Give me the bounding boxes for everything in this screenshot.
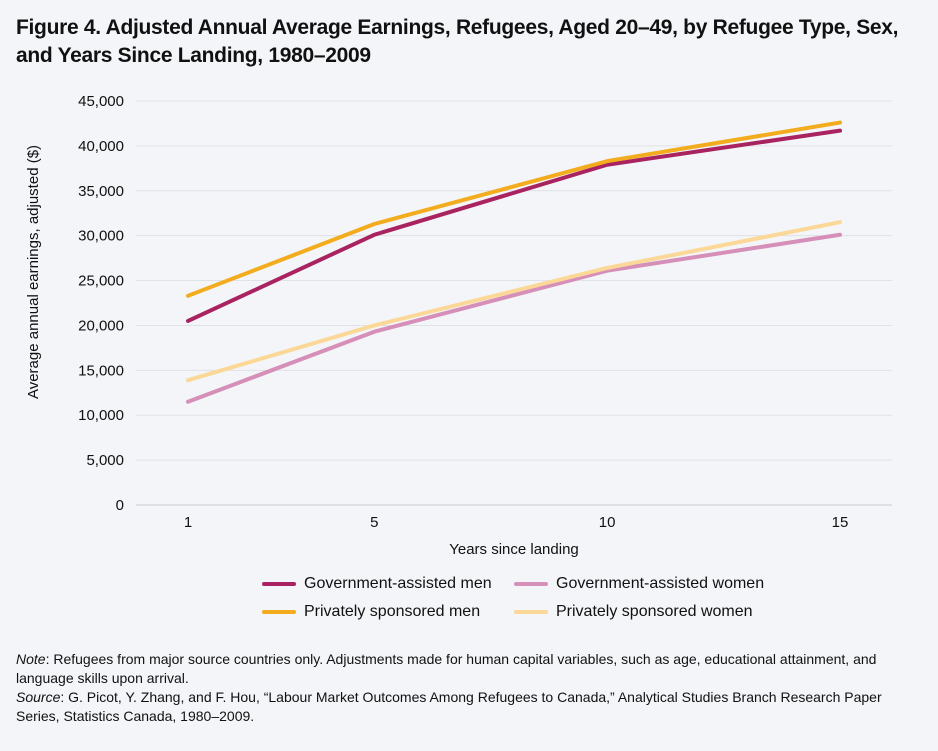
legend-item-government-assisted-women: Government-assisted women bbox=[514, 574, 814, 594]
y-tick-label: 20,000 bbox=[78, 317, 124, 334]
chart-notes: Note: Refugees from major source countri… bbox=[16, 650, 921, 726]
x-tick-label: 1 bbox=[184, 514, 192, 531]
legend-swatch bbox=[514, 582, 548, 586]
note: Note: Refugees from major source countri… bbox=[16, 650, 921, 688]
note-text: : Refugees from major source countries o… bbox=[16, 651, 877, 686]
legend-label: Government-assisted women bbox=[556, 575, 765, 592]
x-tick-label: 10 bbox=[599, 514, 616, 531]
x-tick-label: 5 bbox=[370, 514, 378, 531]
legend: Government-assisted men Government-assis… bbox=[262, 574, 822, 622]
gridlines bbox=[136, 100, 892, 506]
legend-item-privately-sponsored-women: Privately sponsored women bbox=[514, 602, 814, 622]
line-chart: 0 5,000 10,000 15,000 20,000 25,000 30,000 35,0… bbox=[25, 93, 892, 558]
legend-item-government-assisted-men: Government-assisted men bbox=[262, 574, 514, 594]
y-tick-label: 30,000 bbox=[78, 228, 124, 245]
x-axis-title: Years since landing bbox=[449, 541, 579, 558]
series-lines bbox=[186, 120, 842, 404]
y-tick-label: 10,000 bbox=[78, 407, 124, 424]
chart-title: Figure 4. Adjusted Annual Average Earnin… bbox=[16, 16, 899, 67]
source-label: Source bbox=[16, 689, 61, 705]
source: Source: G. Picot, Y. Zhang, and F. Hou, … bbox=[16, 688, 921, 726]
y-tick-label: 0 bbox=[116, 497, 124, 514]
legend-label: Privately sponsored women bbox=[556, 603, 753, 620]
legend-swatch bbox=[262, 610, 296, 614]
y-axis-ticks: 0 5,000 10,000 15,000 20,000 25,000 30,000 35,0… bbox=[78, 93, 124, 514]
note-label: Note bbox=[16, 651, 46, 667]
legend-label: Government-assisted men bbox=[304, 575, 492, 592]
x-axis-ticks: 1 5 10 15 bbox=[184, 514, 849, 531]
source-text: : G. Picot, Y. Zhang, and F. Hou, “Labou… bbox=[16, 689, 882, 724]
legend-item-privately-sponsored-men: Privately sponsored men bbox=[262, 602, 514, 622]
y-tick-label: 25,000 bbox=[78, 273, 124, 290]
x-tick-label: 15 bbox=[832, 514, 849, 531]
y-tick-label: 15,000 bbox=[78, 362, 124, 379]
legend-label: Privately sponsored men bbox=[304, 603, 481, 620]
series-line-privately-sponsored-men bbox=[186, 120, 842, 298]
y-tick-label: 45,000 bbox=[78, 93, 124, 110]
legend-swatch bbox=[262, 582, 296, 586]
y-tick-label: 40,000 bbox=[78, 138, 124, 155]
y-axis-title: Average annual earnings, adjusted ($) bbox=[25, 145, 42, 399]
series-line-privately-sponsored-women bbox=[186, 220, 842, 383]
legend-swatch bbox=[514, 610, 548, 614]
y-tick-label: 35,000 bbox=[78, 183, 124, 200]
series-line-government-assisted-women bbox=[186, 232, 842, 404]
y-tick-label: 5,000 bbox=[86, 452, 124, 469]
series-line-government-assisted-men bbox=[186, 128, 842, 323]
